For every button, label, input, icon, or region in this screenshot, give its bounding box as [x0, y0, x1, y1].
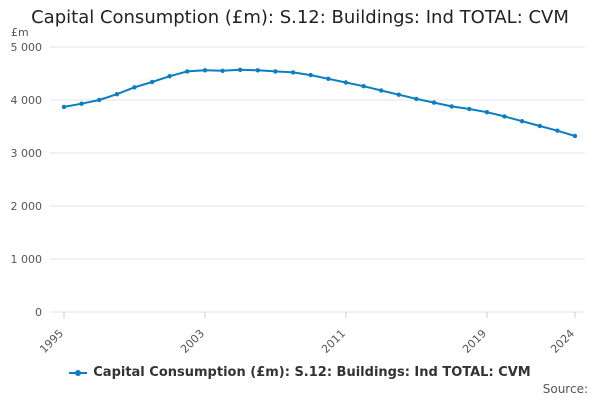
y-tick-label: 0	[35, 306, 42, 319]
data-point[interactable]	[326, 76, 331, 82]
data-point[interactable]	[273, 69, 278, 74]
data-point[interactable]	[167, 74, 172, 79]
data-point[interactable]	[431, 100, 437, 105]
chart-title: Capital Consumption (£m): S.12: Building…	[31, 7, 569, 28]
x-axis-tick-labels: 1995 2003 2011 2019 2024	[37, 312, 577, 356]
data-point[interactable]	[308, 72, 313, 78]
data-point[interactable]	[572, 133, 578, 139]
data-point[interactable]	[396, 92, 401, 97]
data-point[interactable]	[132, 85, 137, 90]
legend: Capital Consumption (£m): S.12: Building…	[0, 365, 600, 380]
legend-line-marker-icon	[69, 369, 88, 376]
data-point[interactable]	[555, 128, 560, 133]
data-point[interactable]	[255, 68, 260, 73]
data-point[interactable]	[149, 79, 155, 85]
y-tick-label: 1 000	[11, 253, 43, 266]
data-point[interactable]	[343, 80, 349, 85]
data-point[interactable]	[519, 119, 525, 124]
x-tick-label: 1995	[37, 327, 66, 356]
legend-label: Capital Consumption (£m): S.12: Building…	[93, 365, 531, 380]
y-axis-tick-labels: 0 1 000 2 000 3 000 4 000 5 000	[11, 41, 43, 319]
x-tick-label: 2024	[548, 327, 577, 356]
data-point[interactable]	[484, 110, 490, 115]
y-tick-label: 3 000	[11, 147, 43, 160]
data-point[interactable]	[114, 92, 120, 97]
data-point[interactable]	[238, 67, 243, 73]
series-line	[63, 68, 576, 137]
data-point[interactable]	[537, 123, 542, 129]
data-point[interactable]	[79, 101, 84, 106]
data-point[interactable]	[414, 96, 419, 102]
data-point[interactable]	[361, 84, 366, 89]
series-points	[61, 67, 578, 139]
x-tick-label: 2011	[319, 327, 348, 356]
data-point[interactable]	[379, 88, 384, 93]
data-point[interactable]	[185, 69, 190, 74]
data-point[interactable]	[202, 68, 208, 73]
data-point[interactable]	[467, 106, 472, 112]
y-tick-label: 5 000	[11, 41, 43, 54]
data-point[interactable]	[502, 114, 507, 119]
x-tick-label: 2019	[460, 327, 489, 356]
gridlines	[50, 46, 585, 313]
y-tick-label: 4 000	[11, 94, 43, 107]
y-tick-label: 2 000	[11, 200, 43, 213]
data-point[interactable]	[220, 68, 225, 74]
y-axis-unit-label: £m	[11, 26, 29, 39]
data-point[interactable]	[97, 97, 102, 103]
data-point[interactable]	[449, 104, 454, 109]
source-label: Source:	[542, 382, 588, 396]
data-point[interactable]	[61, 104, 67, 110]
data-point[interactable]	[290, 70, 296, 75]
x-tick-label: 2003	[178, 327, 207, 356]
